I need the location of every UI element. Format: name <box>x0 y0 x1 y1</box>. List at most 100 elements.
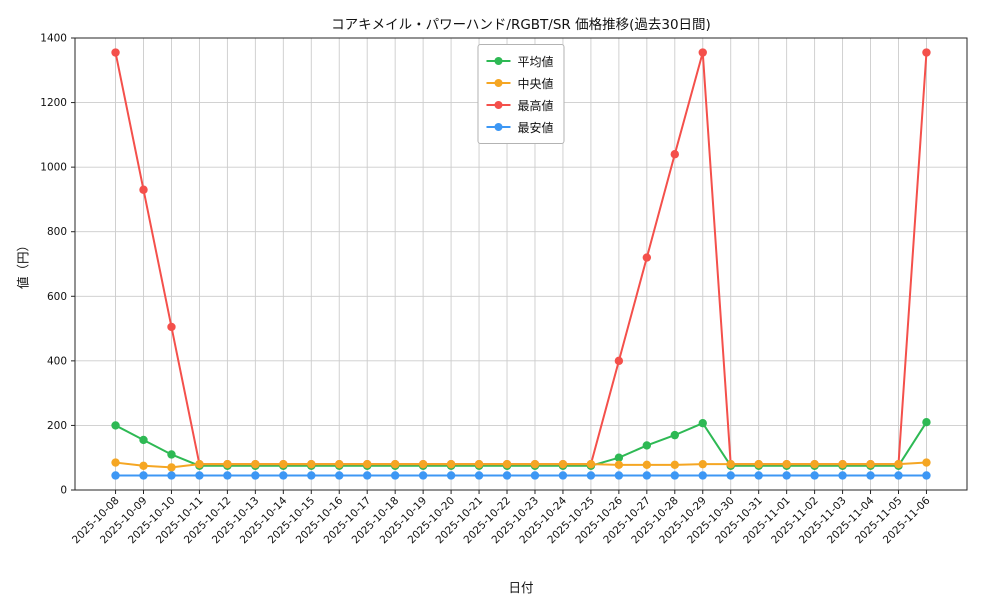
series-point <box>390 459 400 469</box>
series-point <box>754 471 763 480</box>
series-point <box>195 459 204 469</box>
legend-item-max: 最高値 <box>486 94 554 116</box>
legend-label-max: 最高値 <box>517 98 554 113</box>
legend-label-min: 最安値 <box>517 120 554 135</box>
y-tick-label: 1400 <box>40 33 67 45</box>
series-point <box>558 459 568 469</box>
series-point <box>810 459 819 469</box>
series-point <box>446 471 456 480</box>
legend-label-median: 中央値 <box>517 76 554 91</box>
y-tick-label: 400 <box>47 355 67 367</box>
series-point <box>614 453 624 462</box>
series-point <box>111 421 120 430</box>
y-tick-label: 200 <box>47 420 67 432</box>
series-point <box>670 430 679 440</box>
series-point <box>307 471 316 480</box>
series-point <box>698 459 707 469</box>
series-point <box>642 441 652 450</box>
y-axis-label: 値（円） <box>15 238 31 290</box>
series-point <box>167 463 176 472</box>
y-tick-label: 1200 <box>40 97 67 109</box>
series-point <box>530 471 540 480</box>
series-point <box>446 459 456 469</box>
series-point <box>754 459 763 469</box>
y-tick-label: 1000 <box>40 162 67 174</box>
legend: 平均値 中央値 最高値 最安値 <box>477 44 565 144</box>
series-point <box>894 459 903 469</box>
axes-frame <box>74 37 968 491</box>
series-point <box>502 471 512 480</box>
series-point <box>782 459 791 469</box>
series-point <box>922 458 931 467</box>
series-point <box>223 471 232 480</box>
y-tick-label: 800 <box>47 226 67 238</box>
series-point <box>838 459 847 469</box>
series-point <box>698 471 707 480</box>
series-point <box>307 459 316 469</box>
series-line <box>114 421 928 467</box>
series-point <box>782 471 791 480</box>
series-point <box>530 459 540 469</box>
series-point <box>139 435 148 445</box>
series-point <box>698 48 707 57</box>
x-axis-label: 日付 <box>508 580 534 595</box>
legend-item-min: 最安値 <box>486 116 554 138</box>
series-point <box>894 471 903 480</box>
line-dot-marker-icon <box>486 78 511 88</box>
series-point <box>139 185 148 194</box>
series-point <box>698 418 707 428</box>
series-point <box>922 48 931 57</box>
line-dot-marker-icon <box>486 100 511 110</box>
series-point <box>614 460 624 470</box>
y-tick-label: 600 <box>47 291 67 303</box>
series-point <box>642 253 652 262</box>
y-tick-label: 0 <box>60 485 67 497</box>
series-point <box>139 461 148 470</box>
series-point <box>474 459 484 469</box>
series-point <box>922 418 931 427</box>
series-point <box>642 471 652 480</box>
series-point <box>111 48 120 57</box>
series-point <box>363 459 372 469</box>
series-point <box>502 459 512 469</box>
series-point <box>866 471 875 480</box>
series-point <box>335 459 344 469</box>
series-point <box>390 471 400 480</box>
series-point <box>614 356 624 366</box>
series-point <box>195 471 204 480</box>
series-point <box>167 450 176 459</box>
series-point <box>838 471 847 480</box>
series-point <box>586 471 596 480</box>
series-point <box>726 471 735 480</box>
series-point <box>223 459 232 469</box>
line-dot-marker-icon <box>486 122 511 132</box>
series-point <box>810 471 819 480</box>
legend-item-median: 中央値 <box>486 72 554 94</box>
legend-item-average: 平均値 <box>486 50 554 72</box>
series-point <box>167 322 176 332</box>
series-point <box>614 471 624 480</box>
series-point <box>670 471 679 480</box>
series-point <box>670 460 679 470</box>
series-point <box>726 459 735 469</box>
series-point <box>251 471 260 480</box>
series-line <box>114 461 928 469</box>
series-point <box>670 150 679 159</box>
series-point <box>642 460 652 470</box>
series-point <box>418 459 428 469</box>
series-point <box>139 471 148 480</box>
series-point <box>111 458 120 467</box>
series-point <box>418 471 428 480</box>
series-point <box>866 459 875 469</box>
series-point <box>586 459 596 469</box>
series-point <box>111 471 120 480</box>
series-point <box>363 471 372 480</box>
legend-label-average: 平均値 <box>517 54 554 69</box>
series-point <box>279 471 288 480</box>
series-point <box>922 471 931 480</box>
chart-title: コアキメイル・パワーハンド/RGBT/SR 価格推移(過去30日間) <box>331 17 711 33</box>
series-point <box>558 471 568 480</box>
series-point <box>251 459 260 469</box>
